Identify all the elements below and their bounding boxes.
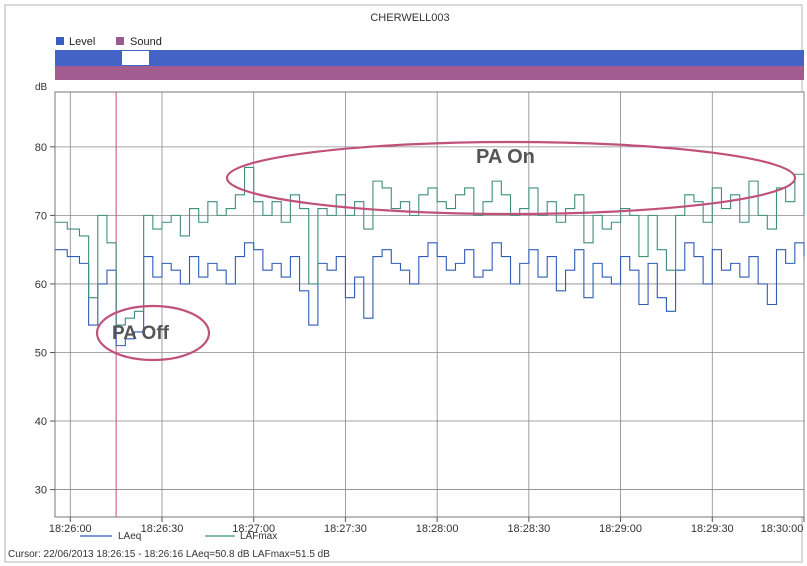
y-tick-label: 70 bbox=[35, 210, 47, 222]
lafmax-line bbox=[55, 166, 805, 326]
chart-title: CHERWELL003 bbox=[370, 12, 449, 24]
x-tick-label: 18:29:00 bbox=[599, 523, 642, 535]
level-legend-swatch bbox=[56, 37, 64, 45]
lafmax-legend-label: LAFmax bbox=[240, 531, 277, 542]
x-tick-label: 18:26:00 bbox=[49, 523, 92, 535]
overview-bars[interactable] bbox=[55, 50, 804, 80]
overview-window[interactable] bbox=[122, 51, 149, 65]
laeq-line bbox=[55, 242, 805, 347]
y-tick-label: 30 bbox=[35, 485, 47, 497]
x-tick-label: 18:28:30 bbox=[507, 523, 550, 535]
y-tick-label: 50 bbox=[35, 347, 47, 359]
y-axis-label: dB bbox=[35, 82, 48, 93]
pa-on-label: PA On bbox=[476, 146, 535, 168]
sound-legend-swatch bbox=[116, 37, 124, 45]
x-tick-label: 18:26:30 bbox=[141, 523, 184, 535]
pa-on-ellipse bbox=[225, 140, 797, 216]
y-tick-label: 80 bbox=[35, 142, 47, 154]
plot-border bbox=[54, 91, 805, 518]
x-tick-label: 18:28:00 bbox=[416, 523, 459, 535]
y-tick-label: 40 bbox=[35, 416, 47, 428]
x-tick-label: 18:29:30 bbox=[691, 523, 734, 535]
sound-overview-bar[interactable] bbox=[55, 66, 804, 80]
sound-legend-label: Sound bbox=[130, 36, 162, 48]
cursor-status: Cursor: 22/06/2013 18:26:15 - 18:26:16 L… bbox=[8, 549, 330, 560]
pa-off-label: PA Off bbox=[112, 323, 170, 344]
laeq-legend-label: LAeq bbox=[118, 531, 141, 542]
x-tick-label: 18:27:00 bbox=[232, 523, 275, 535]
plot-area: 30 40 50 60 70 80 18:26:00 18:26:30 18:27:00 18:2… bbox=[35, 91, 805, 535]
y-tick-label: 60 bbox=[35, 279, 47, 291]
x-tick-label: 18:27:30 bbox=[324, 523, 367, 535]
level-overview-bar[interactable] bbox=[55, 50, 804, 66]
level-legend-label: Level bbox=[69, 36, 95, 48]
x-tick-label: 18:30:00 bbox=[761, 523, 804, 535]
top-legend: Level Sound bbox=[56, 36, 162, 48]
pa-off-ellipse bbox=[95, 304, 211, 362]
